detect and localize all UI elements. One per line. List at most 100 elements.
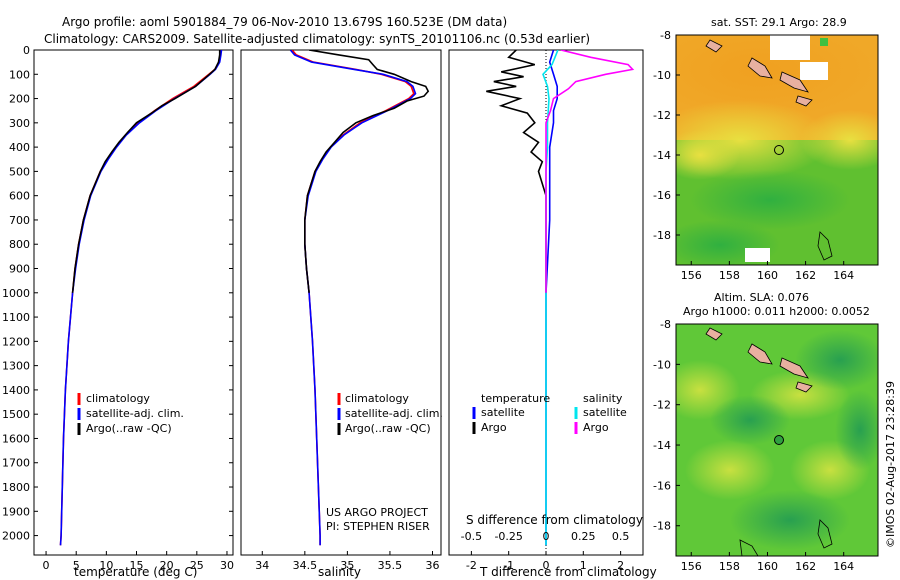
depth-tick-label: 1800 [2,481,30,494]
legend-argo: Argo(..raw -QC) [86,422,172,435]
x-tick-label: 0 [543,559,550,572]
legend-s-argo: Argo [583,421,609,434]
difference-legend: temperature salinity satellite Argo sate… [472,392,627,434]
temperature-x-axis: 0 5 10 15 20 25 30 [43,49,234,572]
depth-tick-label: 600 [9,190,30,203]
depth-tick-label: 800 [9,238,30,251]
map-x-tick-label: 158 [719,560,740,573]
map-y-tick-label: -10 [653,69,671,82]
sla-map-frame [675,323,879,557]
x-tick-label: 30 [220,559,234,572]
difference-x-axis: -2 -1 0 1 2 [466,551,624,572]
s-difference-x-axis: -0.5 -0.25 0 0.25 0.5 [461,530,630,543]
map-x-tick-label: 162 [795,560,816,573]
map-y-tick-label: -18 [653,229,671,242]
map-y-tick-label: -16 [653,479,671,492]
x-tick-label: 36 [425,559,439,572]
x-tick-label: 1 [580,559,587,572]
temperature-legend: climatology satellite-adj. clim. Argo(..… [77,392,184,435]
map-x-tick-label: 156 [681,560,702,573]
salinity-plot [289,50,430,546]
map-y-tick-label: -14 [653,439,671,452]
depth-tick-label: 1500 [2,408,30,421]
depth-tick-label: 1700 [2,457,30,470]
salinity-xlabel: salinity [318,565,361,579]
x-tick-label: 25 [190,559,204,572]
x-tick-label: 35.5 [378,559,403,572]
temperature-xlabel: temperature (deg C) [74,565,197,579]
x-tick-label: 35 [340,559,354,572]
map-y-tick-label: -14 [653,149,671,162]
salinity-panel [240,49,442,556]
map-x-tick-label: 162 [795,269,816,282]
depth-tick-label: 1100 [2,311,30,324]
x-tick-label: 0 [43,559,50,572]
copyright-footer: ©IMOS 02-Aug-2017 23:28:39 [884,381,897,548]
series-satellite-adj-clim- [289,50,417,546]
depth-axis: 0 100 200 300 400 500 600 700 800 900 1000 1100 1200… [2,44,38,543]
pi-label: PI: STEPHEN RISER [326,520,430,533]
x-tick-label: 15 [130,559,144,572]
depth-tick-label: 300 [9,117,30,130]
depth-tick-label: 1400 [2,384,30,397]
depth-tick-label: 0 [23,44,30,57]
map-y-tick-label: -18 [653,520,671,533]
difference-xlabel: T difference from climatology [479,565,657,579]
temperature-plot [59,50,223,546]
title-line1: Argo profile: aoml 5901884_79 06-Nov-201… [62,15,507,29]
legend-s-satellite: satellite [583,406,627,419]
difference-plot [486,50,635,555]
x-tick-label: 34 [255,559,269,572]
sla-map-title-line2: Argo h1000: 0.011 h2000: 0.0052 [683,305,870,318]
depth-tick-label: 1600 [2,432,30,445]
salinity-legend: climatology satellite-adj. clim. Argo(..… [337,392,443,435]
x-tick-label: -1 [503,559,514,572]
salinity-x-axis: 34 34.5 35 35.5 36 [255,551,439,572]
map-y-tick-label: -16 [653,189,671,202]
x-tick-label-top: 0.25 [571,530,596,543]
depth-tick-label: 200 [9,93,30,106]
depth-tick-label: 1000 [2,287,30,300]
legend-satellite: satellite-adj. clim. [86,407,184,420]
depth-tick-label: 400 [9,141,30,154]
legend-header-temperature: temperature [481,392,550,405]
legend-climatology: climatology [345,392,409,405]
sst-map-title: sat. SST: 29.1 Argo: 28.9 [711,16,847,29]
x-tick-label: 2 [617,559,624,572]
sst-map-axes: 156 158 160 162 164 -8 -10 -12 -14 -16 -18 [653,29,854,282]
project-label: US ARGO PROJECT [326,506,428,519]
temperature-panel [33,49,234,556]
legend-satellite: satellite-adj. clim. [345,407,443,420]
map-x-tick-label: 164 [833,269,854,282]
map-x-tick-label: 160 [757,560,778,573]
x-tick-label-top: 0 [543,530,550,543]
depth-tick-label: 700 [9,214,30,227]
x-tick-label: 34.5 [293,559,318,572]
depth-tick-label: 2000 [2,530,30,543]
legend-t-satellite: satellite [481,406,525,419]
map-x-tick-label: 158 [719,269,740,282]
legend-argo: Argo(..raw -QC) [345,422,431,435]
depth-tick-label: 900 [9,263,30,276]
title-line2: Climatology: CARS2009. Satellite-adjuste… [44,32,590,46]
depth-tick-label: 100 [9,68,30,81]
depth-tick-label: 500 [9,165,30,178]
x-tick-label: 20 [160,559,174,572]
map-x-tick-label: 164 [833,560,854,573]
map-x-tick-label: 156 [681,269,702,282]
x-tick-label: -2 [466,559,477,572]
series-s-argo [545,50,635,293]
map-y-tick-label: -12 [653,109,671,122]
series-s-satellite [542,50,559,546]
legend-t-argo: Argo [481,421,507,434]
sst-map [676,35,878,265]
sla-map-title-line1: Altim. SLA: 0.076 [714,291,809,304]
sla-map-axes: 156 158 160 162 164 -8 -10 -12 -14 -16 -18 [653,318,854,573]
map-y-tick-label: -10 [653,358,671,371]
x-tick-label-top: 0.5 [612,530,630,543]
map-y-tick-label: -8 [660,29,671,42]
depth-tick-label: 1900 [2,505,30,518]
x-tick-label-top: -0.5 [461,530,482,543]
legend-climatology: climatology [86,392,150,405]
